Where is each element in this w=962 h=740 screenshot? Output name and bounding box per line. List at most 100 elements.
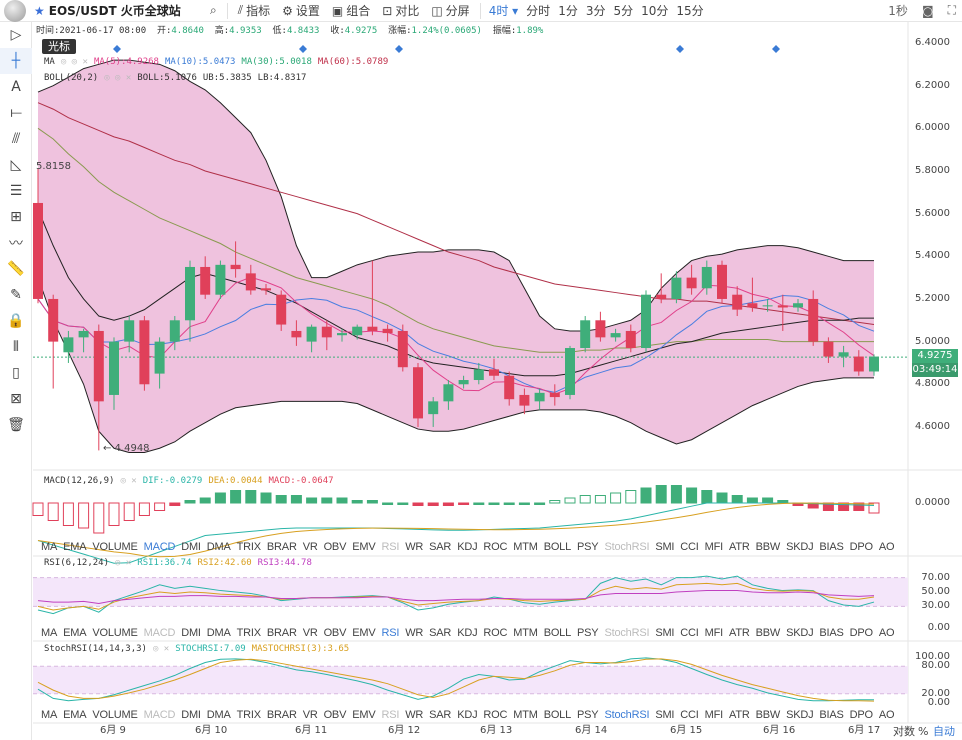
indicator-tab-obv[interactable]: OBV: [323, 541, 347, 553]
indicator-tab-sar[interactable]: SAR: [429, 627, 452, 639]
indicator-tab-vr[interactable]: VR: [302, 709, 318, 721]
magnet-icon[interactable]: ⦀: [12, 339, 20, 355]
timeframe-realtime[interactable]: 分时: [526, 4, 551, 18]
timeframe-1m[interactable]: 1分: [558, 4, 578, 18]
indicator-tab-bias[interactable]: BIAS: [819, 627, 844, 639]
indicator-tab-smi[interactable]: SMI: [655, 627, 675, 639]
camera-icon[interactable]: ◙: [921, 3, 934, 18]
indicator-tab-psy[interactable]: PSY: [577, 541, 599, 553]
indicator-tab-stochrsi[interactable]: StochRSI: [604, 627, 650, 639]
indicator-tab-smi[interactable]: SMI: [655, 541, 675, 553]
indicator-tab-macd[interactable]: MACD: [143, 541, 176, 553]
indicator-tab-cci[interactable]: CCI: [680, 541, 699, 553]
indicator-tab-bias[interactable]: BIAS: [819, 709, 844, 721]
indicator-tab-roc[interactable]: ROC: [483, 709, 508, 721]
pointer-icon[interactable]: ▷: [10, 27, 22, 43]
legend-controls[interactable]: ◎ ◎ ✕: [60, 57, 88, 67]
indicator-tab-vr[interactable]: VR: [302, 541, 318, 553]
indicator-tab-skdj[interactable]: SKDJ: [786, 541, 814, 553]
timeframe-10m[interactable]: 10分: [641, 4, 669, 18]
trash-icon[interactable]: 🗑: [7, 417, 25, 433]
indicator-tab-ma[interactable]: MA: [41, 627, 58, 639]
indicator-tab-ma[interactable]: MA: [41, 709, 58, 721]
indicator-tab-boll[interactable]: BOLL: [543, 541, 572, 553]
compare-button[interactable]: ⊡ 对比: [376, 2, 425, 19]
refresh-interval[interactable]: 1秒: [888, 4, 908, 18]
indicator-tab-bbw[interactable]: BBW: [755, 541, 781, 553]
grid-icon[interactable]: ⊞: [10, 209, 22, 225]
indicator-tab-brar[interactable]: BRAR: [266, 541, 297, 553]
pen-icon[interactable]: ✎: [10, 287, 22, 303]
wave-icon[interactable]: 〰: [9, 236, 23, 252]
indicator-tab-brar[interactable]: BRAR: [266, 627, 297, 639]
indicator-tab-wr[interactable]: WR: [405, 627, 424, 639]
triangle-icon[interactable]: ◺: [10, 157, 22, 173]
indicator-tab-atr[interactable]: ATR: [729, 541, 750, 553]
indicator-tab-stochrsi[interactable]: StochRSI: [604, 541, 650, 553]
indicator-tab-brar[interactable]: BRAR: [266, 709, 297, 721]
indicator-tab-ema[interactable]: EMA: [63, 541, 87, 553]
log-scale-button[interactable]: 对数: [893, 725, 915, 738]
indicator-tab-boll[interactable]: BOLL: [543, 627, 572, 639]
indicator-tab-emv[interactable]: EMV: [352, 541, 376, 553]
indicator-tab-smi[interactable]: SMI: [655, 709, 675, 721]
lock-icon[interactable]: 🔒: [7, 313, 25, 329]
channel-icon[interactable]: ⫻: [11, 131, 21, 147]
indicator-tab-kdj[interactable]: KDJ: [457, 709, 478, 721]
indicator-tab-rsi[interactable]: RSI: [381, 627, 400, 639]
auto-scale-button[interactable]: 自动: [933, 725, 955, 738]
combo-button[interactable]: ▣ 组合: [326, 2, 376, 19]
indicator-tab-sar[interactable]: SAR: [429, 541, 452, 553]
indicator-tab-dpo[interactable]: DPO: [849, 541, 873, 553]
indicator-tab-stochrsi[interactable]: StochRSI: [604, 709, 650, 721]
indicator-tab-sar[interactable]: SAR: [429, 709, 452, 721]
fib-icon[interactable]: ☰: [9, 183, 23, 199]
indicator-tab-volume[interactable]: VOLUME: [92, 627, 138, 639]
indicator-tab-boll[interactable]: BOLL: [543, 709, 572, 721]
line-icon[interactable]: ⟝: [10, 105, 22, 121]
indicator-tab-cci[interactable]: CCI: [680, 627, 699, 639]
indicator-tab-cci[interactable]: CCI: [680, 709, 699, 721]
indicator-tab-trix[interactable]: TRIX: [236, 709, 261, 721]
legend-controls[interactable]: ◎ ◎ ✕: [104, 73, 132, 83]
indicator-tab-trix[interactable]: TRIX: [236, 627, 261, 639]
indicator-tab-emv[interactable]: EMV: [352, 627, 376, 639]
indicator-tab-skdj[interactable]: SKDJ: [786, 627, 814, 639]
indicator-tab-ma[interactable]: MA: [41, 541, 58, 553]
indicator-tab-ao[interactable]: AO: [878, 627, 895, 639]
indicator-tab-mtm[interactable]: MTM: [513, 627, 538, 639]
settings-button[interactable]: ⚙ 设置: [276, 2, 326, 19]
indicator-tab-skdj[interactable]: SKDJ: [786, 709, 814, 721]
bookmark-icon[interactable]: ▯: [12, 365, 20, 381]
legend-controls[interactable]: ◎ ✕: [115, 558, 132, 568]
indicator-tab-dmi[interactable]: DMI: [181, 709, 201, 721]
indicator-tab-dpo[interactable]: DPO: [849, 627, 873, 639]
indicator-tab-volume[interactable]: VOLUME: [92, 541, 138, 553]
indicator-tab-volume[interactable]: VOLUME: [92, 709, 138, 721]
ruler-icon[interactable]: 📏: [7, 261, 25, 277]
indicator-tab-rsi[interactable]: RSI: [381, 709, 400, 721]
eye-icon[interactable]: ⊠: [10, 391, 22, 407]
split-screen-button[interactable]: ◫ 分屏: [425, 2, 475, 19]
search-icon[interactable]: ⌕: [210, 3, 217, 17]
indicator-tab-vr[interactable]: VR: [302, 627, 318, 639]
indicator-tab-macd[interactable]: MACD: [143, 709, 176, 721]
indicator-tab-obv[interactable]: OBV: [323, 627, 347, 639]
indicator-tab-ao[interactable]: AO: [878, 541, 895, 553]
indicator-tab-mtm[interactable]: MTM: [513, 541, 538, 553]
symbol-selector[interactable]: ★ EOS/USDT 火币全球站: [34, 2, 204, 19]
indicator-tab-dmi[interactable]: DMI: [181, 541, 201, 553]
timeframe-15m[interactable]: 15分: [676, 4, 704, 18]
indicator-tab-bias[interactable]: BIAS: [819, 541, 844, 553]
indicator-tab-dmi[interactable]: DMI: [181, 627, 201, 639]
indicator-tab-ema[interactable]: EMA: [63, 627, 87, 639]
text-icon[interactable]: A: [11, 79, 21, 95]
legend-controls[interactable]: ◎ ✕: [152, 644, 170, 654]
indicator-tab-atr[interactable]: ATR: [729, 709, 750, 721]
indicators-button[interactable]: ⫽ 指标: [232, 2, 276, 19]
indicator-tab-wr[interactable]: WR: [405, 541, 424, 553]
indicator-tab-rsi[interactable]: RSI: [381, 541, 400, 553]
indicator-tab-mfi[interactable]: MFI: [704, 627, 724, 639]
indicator-tab-dma[interactable]: DMA: [206, 709, 231, 721]
